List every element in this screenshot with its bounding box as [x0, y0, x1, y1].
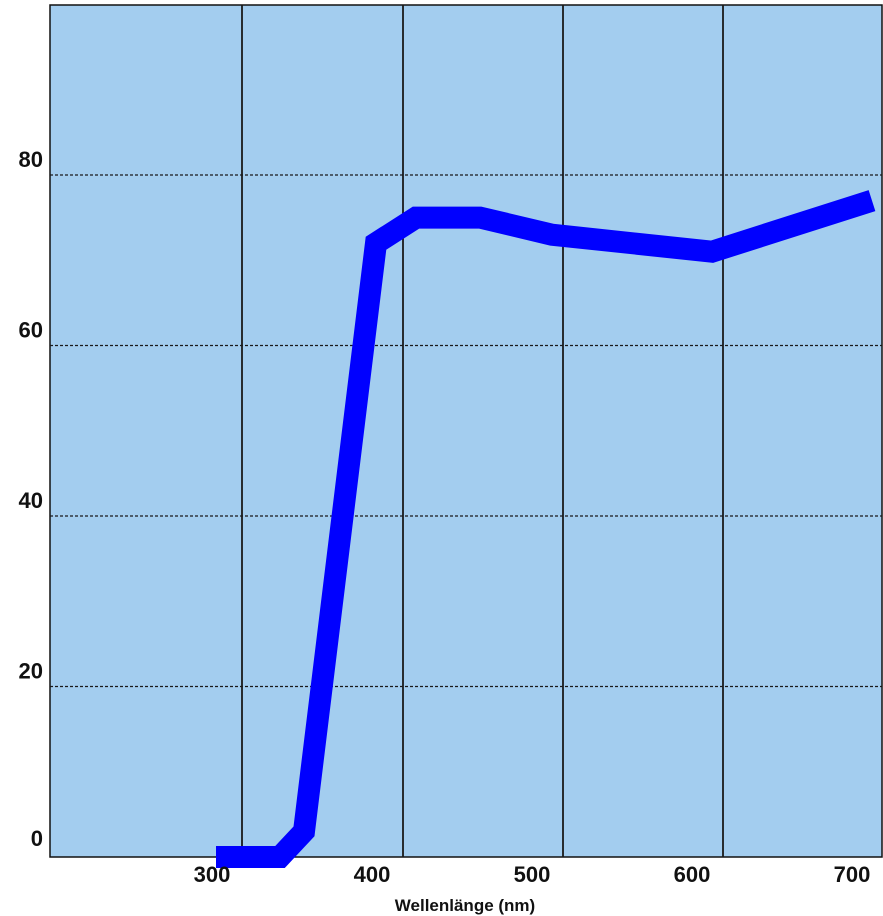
- y-tick-label: 80: [19, 147, 43, 172]
- x-tick-labels: 300 400 500 600 700: [194, 862, 871, 887]
- y-tick-labels: 0 20 40 60 80: [19, 147, 43, 851]
- x-tick-label: 600: [674, 862, 711, 887]
- y-tick-label: 60: [19, 318, 43, 343]
- vertical-gridlines: [241, 5, 724, 857]
- x-axis-label: Wellenlänge (nm): [395, 896, 535, 915]
- x-tick-label: 700: [834, 862, 871, 887]
- x-tick-label: 400: [354, 862, 391, 887]
- series-layer: [216, 190, 876, 868]
- series-line: [216, 190, 876, 868]
- x-tick-label: 500: [514, 862, 551, 887]
- plot-background: [49, 4, 883, 858]
- y-tick-label: 20: [19, 659, 43, 684]
- horizontal-gridlines: [50, 174, 882, 688]
- y-tick-label: 0: [31, 826, 43, 851]
- x-tick-label: 300: [194, 862, 231, 887]
- y-tick-label: 40: [19, 488, 43, 513]
